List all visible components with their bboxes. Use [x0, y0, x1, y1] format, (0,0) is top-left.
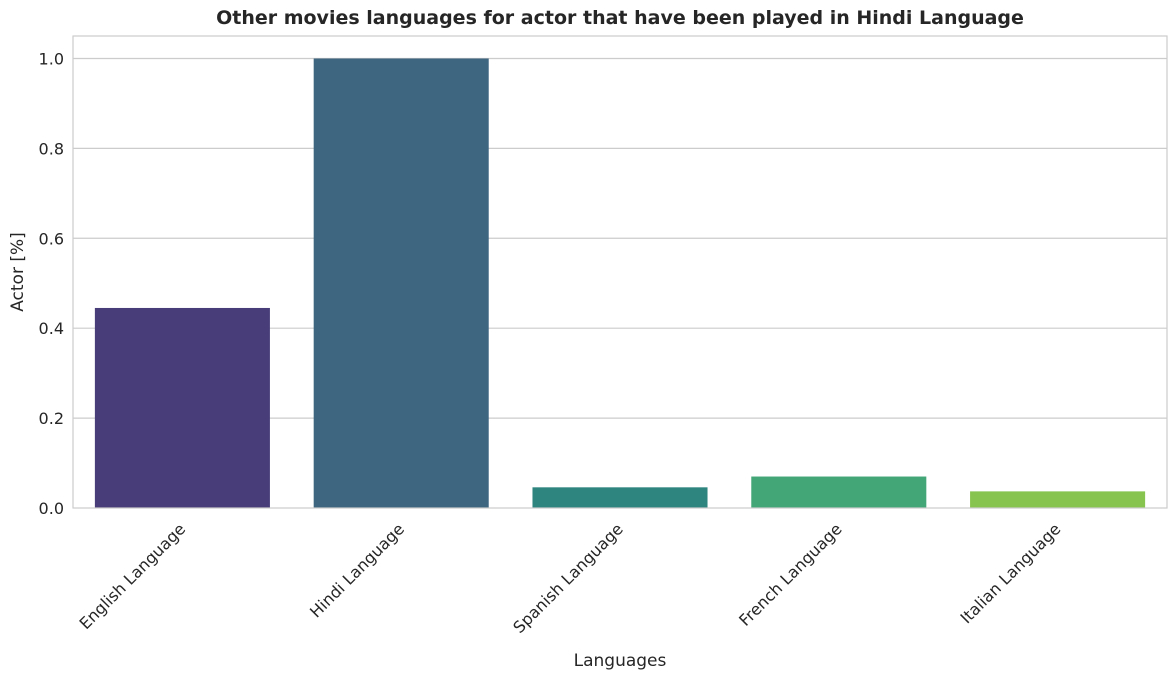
y-tick-label: 0.4 [39, 319, 64, 338]
bar [532, 487, 708, 508]
y-axis-ticks: 0.0 0.2 0.4 0.6 0.8 1.0 [39, 49, 64, 518]
x-axis-ticks: English Language Hindi Language Spanish La… [76, 519, 1065, 637]
x-axis-label: Languages [574, 651, 667, 671]
x-tick-label: Spanish Language [509, 519, 627, 637]
x-tick-label: English Language [76, 519, 190, 633]
bar [970, 491, 1146, 508]
y-tick-label: 0.0 [39, 499, 64, 518]
y-axis-label: Actor [%] [8, 232, 28, 312]
bars [94, 58, 1146, 508]
y-tick-label: 0.2 [39, 409, 64, 428]
x-tick-label: French Language [735, 519, 845, 629]
bar [313, 58, 489, 508]
chart-title: Other movies languages for actor that ha… [216, 7, 1024, 29]
bar [751, 476, 927, 508]
x-tick-label: Hindi Language [306, 519, 408, 621]
y-tick-label: 1.0 [39, 49, 64, 68]
bar [94, 307, 270, 508]
y-tick-label: 0.6 [39, 229, 64, 248]
x-tick-label: Italian Language [956, 519, 1064, 627]
plot-frame [72, 35, 1168, 509]
y-tick-label: 0.8 [39, 139, 64, 158]
